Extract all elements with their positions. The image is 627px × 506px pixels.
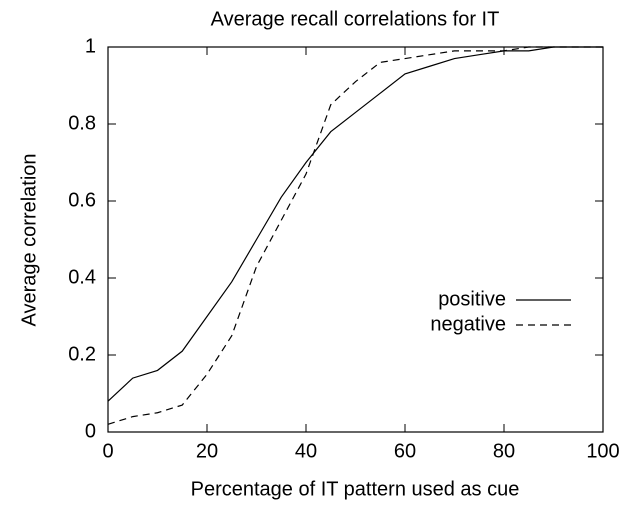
legend-label: positive: [438, 288, 506, 310]
y-tick-label: 1: [85, 35, 96, 57]
y-tick-label: 0.2: [68, 343, 96, 365]
x-tick-label: 60: [394, 440, 416, 462]
chart-title: Average recall correlations for IT: [211, 8, 500, 30]
x-tick-label: 80: [493, 440, 515, 462]
x-tick-label: 40: [295, 440, 317, 462]
legend-label: negative: [430, 313, 506, 335]
plot-frame: [107, 46, 604, 433]
x-tick-label: 100: [586, 440, 619, 462]
y-tick-label: 0: [85, 420, 96, 442]
x-axis-label: Percentage of IT pattern used as cue: [191, 478, 520, 500]
y-tick-label: 0.4: [68, 266, 96, 288]
y-tick-label: 0.8: [68, 112, 96, 134]
series-line: [107, 46, 603, 402]
x-tick-label: 0: [102, 440, 113, 462]
series-line: [107, 46, 603, 425]
y-axis-label: Average correlation: [18, 153, 40, 326]
y-tick-label: 0.6: [68, 189, 96, 211]
x-tick-label: 20: [196, 440, 218, 462]
